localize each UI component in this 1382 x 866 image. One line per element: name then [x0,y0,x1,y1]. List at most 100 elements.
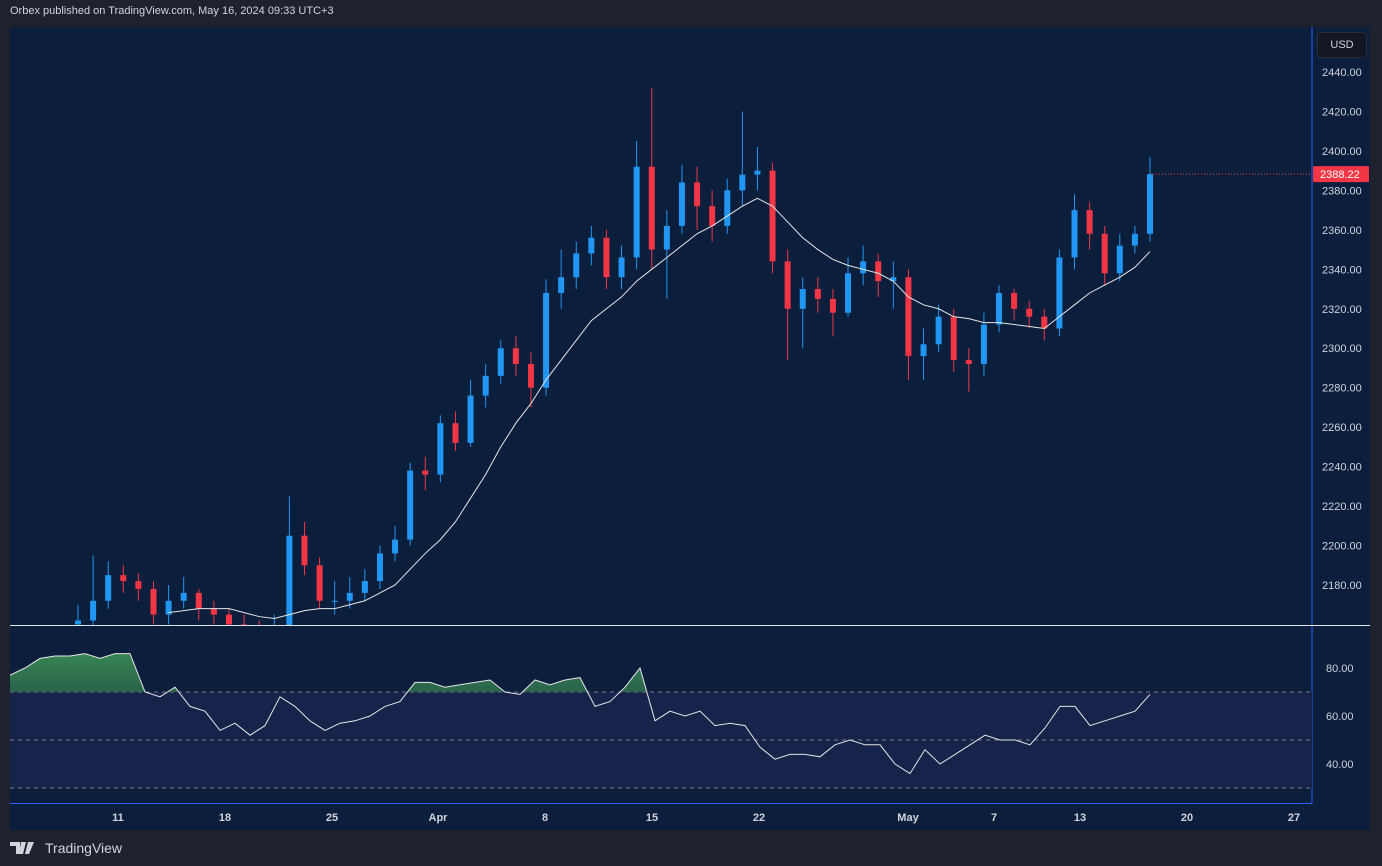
candle [633,141,640,270]
candle [996,285,1003,333]
time-tick-label: 15 [646,812,658,824]
candle [195,588,202,621]
candle [1056,249,1063,337]
candle-body [633,166,640,258]
candle-body [527,364,534,388]
candle [346,577,353,609]
candle-body [120,575,127,582]
candle-body [860,261,867,274]
candle-body [1026,308,1033,317]
candle-body [905,277,912,357]
candle [210,600,217,625]
candle [1086,202,1093,250]
candle-body [150,588,157,615]
time-tick-label: 22 [753,812,765,824]
candle-body [1071,210,1078,258]
candle-body [965,360,972,365]
price-pane [75,87,1153,630]
price-tick-label: 2420.00 [1322,106,1362,118]
candle [75,604,81,625]
candle [467,379,474,447]
candle-body [225,614,232,625]
time-tick-label: 13 [1074,812,1086,824]
candle [905,269,912,380]
candle-body [845,273,852,313]
candle [829,289,836,337]
candle-body [210,608,217,615]
candle [588,225,595,266]
candle [920,328,927,380]
candle [739,111,746,207]
candle-body [935,316,942,345]
candle [165,585,172,625]
candle-body [407,470,414,540]
candle [120,565,127,593]
time-tick-label: 20 [1181,812,1193,824]
candle [663,210,670,299]
time-tick-label: 7 [991,812,997,824]
candle-body [950,316,957,361]
candle [527,352,534,408]
candle-body [709,206,716,226]
candle-body [829,298,836,313]
candle [105,561,112,609]
candle [1041,308,1048,341]
candle-body [1147,174,1153,234]
candle-body [588,237,595,254]
candle [316,557,323,609]
candle-body [497,348,504,376]
rsi-pane [10,653,1312,789]
price-tick-label: 2260.00 [1322,422,1362,434]
candle [769,162,776,274]
candle-body [875,261,882,282]
tradingview-logo[interactable]: TradingView [10,840,122,856]
sma-line [168,197,1151,620]
candle-body [90,600,97,621]
chart-svg[interactable]: 2440.00 2420.00 2400.00 2380.00 2360.00 2340.… [10,27,1370,830]
candle-body [890,277,897,282]
price-tick-label: 2380.00 [1322,185,1362,197]
rsi-tick-label: 40.00 [1326,759,1354,771]
candle [180,577,187,609]
candle [573,241,580,290]
candle [376,545,383,589]
candle-body [558,277,565,293]
last-price-badge [1313,166,1369,183]
candle-body [346,592,353,601]
candle [482,364,489,408]
time-tick-label: 27 [1288,812,1300,824]
candle [754,146,761,191]
time-tick-label: 18 [219,812,231,824]
candle [1011,289,1018,321]
candle-body [256,628,262,630]
candle-body [437,423,444,475]
candle-body [331,600,338,602]
candle-body [799,289,806,309]
candle [225,608,232,625]
candle [709,190,716,242]
candle-body [1011,292,1018,309]
candle-body [754,170,761,175]
candle [452,411,459,451]
candle-body [1041,316,1048,329]
candle [422,456,429,491]
candle-body [1116,245,1123,274]
rsi-line [10,653,1151,775]
chart-frame[interactable]: 2440.00 2420.00 2400.00 2380.00 2360.00 2340.… [10,27,1370,830]
time-tick-label: Apr [429,812,449,824]
candle-body [271,628,277,630]
candle [1026,300,1033,329]
candle [90,555,97,625]
candle [980,312,987,376]
price-tick-label: 2200.00 [1322,541,1362,553]
currency-selector[interactable]: USD [1317,32,1367,58]
candle-body [482,375,489,396]
candle [935,304,942,353]
tradingview-brand: TradingView [45,840,123,856]
price-tick-label: 2320.00 [1322,304,1362,316]
candle [1101,225,1108,286]
candle [1071,194,1078,270]
candle [543,279,550,396]
candle-body [361,581,368,593]
candle-body [105,575,112,601]
